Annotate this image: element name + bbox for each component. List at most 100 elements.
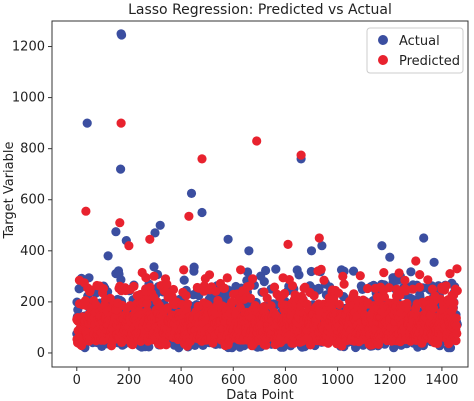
predicted-point: [355, 271, 365, 281]
predicted-point: [129, 281, 139, 291]
actual-point: [317, 241, 327, 251]
legend: Actual Predicted: [366, 27, 464, 74]
predicted-point: [384, 283, 394, 293]
predicted-point: [162, 279, 172, 289]
predicted-point: [116, 118, 126, 128]
predicted-point: [449, 298, 459, 308]
predicted-point: [334, 299, 344, 310]
predicted-point: [81, 206, 91, 216]
predicted-point: [400, 275, 410, 285]
y-tick-label: 1000: [12, 91, 45, 106]
actual-point: [155, 220, 165, 230]
predicted-point: [142, 298, 152, 309]
actual-point: [243, 267, 253, 277]
actual-point: [294, 270, 304, 280]
axis-ticks: 0 200 400 600 800 1000 1200 1400 0 200 400 600 800 10…: [12, 40, 459, 388]
x-tick-label: 1200: [373, 373, 406, 388]
plot-frame: [51, 20, 469, 368]
predicted-point: [168, 284, 179, 295]
actual-point: [179, 275, 189, 285]
predicted-point: [124, 241, 134, 251]
predicted-point: [339, 279, 349, 289]
predicted-point: [262, 293, 272, 303]
predicted-point: [287, 281, 298, 291]
predicted-point: [452, 286, 462, 296]
predicted-point: [141, 273, 151, 283]
predicted-point: [149, 271, 159, 281]
predicted-point: [179, 265, 189, 275]
predicted-point: [280, 288, 290, 299]
predicted-point: [145, 234, 155, 244]
actual-point: [150, 228, 160, 238]
predicted-point: [319, 275, 329, 285]
predicted-point: [314, 233, 324, 243]
predicted-point: [98, 284, 108, 294]
legend-marker: [378, 55, 388, 65]
predicted-point: [222, 273, 232, 283]
predicted-point: [334, 288, 344, 298]
predicted-point: [452, 264, 462, 274]
actual-point: [116, 164, 126, 174]
actual-point: [186, 188, 197, 198]
predicted-point: [204, 270, 215, 280]
legend-marker: [378, 35, 388, 45]
predicted-point: [414, 282, 425, 292]
predicted-point: [441, 281, 451, 291]
actual-point: [197, 207, 207, 218]
predicted-point: [85, 285, 95, 295]
predicted-point: [248, 274, 258, 284]
x-tick-label: 200: [117, 373, 142, 388]
predicted-point: [181, 290, 191, 301]
predicted-point: [283, 239, 293, 249]
actual-point: [429, 257, 439, 267]
x-axis-label: Data Point: [226, 388, 293, 401]
actual-point: [419, 233, 429, 243]
actual-point: [82, 118, 92, 128]
predicted-point: [161, 340, 171, 350]
predicted-point: [401, 286, 411, 296]
actual-point: [103, 251, 113, 261]
predicted-point: [363, 283, 373, 294]
actual-point: [259, 277, 269, 287]
predicted-point: [245, 281, 255, 291]
predicted-point: [411, 256, 421, 266]
y-tick-label: 400: [20, 244, 45, 259]
predicted-point: [415, 270, 425, 280]
predicted-point: [402, 298, 412, 309]
points-layer: [72, 29, 462, 353]
predicted-point: [309, 291, 319, 301]
y-tick-label: 600: [20, 193, 45, 208]
actual-point: [348, 266, 359, 276]
predicted-point: [316, 264, 326, 274]
x-tick-label: 400: [169, 373, 194, 388]
y-tick-label: 800: [20, 142, 45, 157]
actual-point: [377, 241, 387, 251]
actual-point: [261, 265, 271, 276]
x-tick-label: 600: [221, 373, 246, 388]
actual-point: [406, 267, 416, 277]
legend-label: Predicted: [399, 54, 460, 69]
actual-point: [244, 246, 254, 256]
legend-box: [366, 27, 464, 74]
predicted-point: [423, 275, 433, 285]
predicted-point: [451, 321, 462, 331]
actual-point: [117, 30, 127, 40]
actual-point: [306, 246, 317, 256]
x-tick-label: 0: [73, 373, 81, 388]
predicted-point: [451, 313, 461, 323]
predicted-point: [184, 211, 194, 221]
x-tick-label: 800: [273, 373, 298, 388]
predicted-point: [197, 154, 207, 164]
predicted-point: [252, 136, 262, 146]
actual-point: [306, 266, 316, 277]
y-tick-label: 1200: [12, 40, 45, 55]
predicted-point: [379, 268, 389, 278]
predicted-point: [429, 303, 439, 313]
predicted-point: [452, 328, 462, 339]
predicted-point: [219, 283, 229, 293]
y-tick-label: 0: [37, 346, 45, 361]
predicted-point: [394, 268, 404, 278]
predicted-point: [445, 269, 455, 279]
predicted-point: [338, 271, 348, 281]
y-tick-label: 200: [20, 295, 45, 310]
